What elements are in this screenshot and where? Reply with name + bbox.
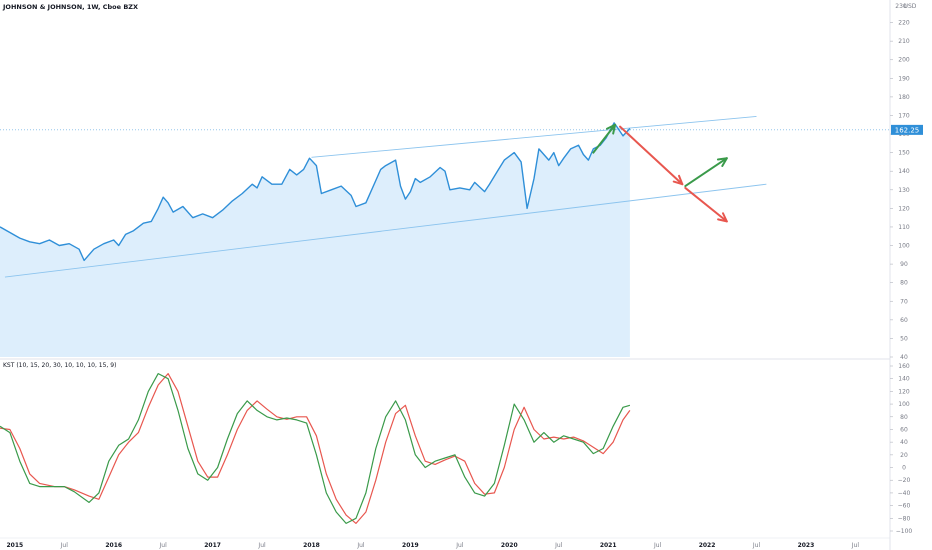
arrow-head xyxy=(672,174,684,186)
time-axis-label: Jul xyxy=(159,542,168,549)
price-tick-label: 130 xyxy=(898,187,910,194)
time-axis-label: Jul xyxy=(455,542,464,549)
price-tick-label: 100 xyxy=(898,243,910,250)
kst-tick-label: −20 xyxy=(898,477,911,484)
currency-label: USD xyxy=(904,3,917,10)
time-axis-label: 2016 xyxy=(105,542,122,549)
time-axis-label: 2015 xyxy=(6,542,23,549)
kst-tick-label: 160 xyxy=(898,363,910,370)
kst-tick-label: 140 xyxy=(898,376,910,383)
trend-channel xyxy=(4,115,767,278)
time-axis-label: Jul xyxy=(554,542,563,549)
last-price-tag xyxy=(891,124,923,135)
time-axis-label: 2020 xyxy=(501,542,518,549)
price-tick-label: 150 xyxy=(898,150,910,157)
time-axis-label: Jul xyxy=(60,542,69,549)
price-line xyxy=(0,122,631,262)
price-area xyxy=(0,122,630,358)
forecast-arrow[interactable] xyxy=(592,123,617,154)
price-tick-label: 230 xyxy=(895,3,907,10)
price-tick-label: 210 xyxy=(898,38,910,45)
time-axis-label: 2021 xyxy=(600,542,617,549)
price-tick-label: 200 xyxy=(898,57,910,64)
kst-tick-label: 20 xyxy=(900,452,908,459)
kst-tick-label: 80 xyxy=(900,414,908,421)
kst-tick-label: 0 xyxy=(902,465,906,472)
kst-tick-label: −40 xyxy=(898,490,911,497)
price-tick-label: 70 xyxy=(900,298,908,305)
chart-title: JOHNSON & JOHNSON, 1W, Cboe BZX xyxy=(2,3,138,11)
time-axis-label: 2023 xyxy=(798,542,815,549)
price-tick-label: 80 xyxy=(900,280,908,287)
price-tick-label: 220 xyxy=(898,20,910,27)
kst-tick-label: −80 xyxy=(898,515,911,522)
time-axis-label: 2017 xyxy=(204,542,221,549)
last-price-label: 162.25 xyxy=(895,126,920,134)
channel-upper-line[interactable] xyxy=(311,115,757,158)
kst-signal-line xyxy=(0,373,631,524)
kst-tick-label: 60 xyxy=(900,426,908,433)
kst-lines xyxy=(0,373,631,524)
time-axis[interactable]: 2015 Jul 2016 Jul 2017 Jul 2018 Jul 2019 Jul 2020 J… xyxy=(0,537,890,549)
arrow-head xyxy=(716,157,728,167)
time-axis-label: Jul xyxy=(851,542,860,549)
price-tick-label: 140 xyxy=(898,168,910,175)
kst-tick-label: −100 xyxy=(896,528,913,535)
price-tick-label: 110 xyxy=(898,224,910,231)
price-tick-label: 190 xyxy=(898,75,910,82)
time-axis-label: Jul xyxy=(356,542,365,549)
forecast-arrow[interactable] xyxy=(619,125,684,186)
channel-lower-line[interactable] xyxy=(4,183,767,278)
kst-line xyxy=(0,373,631,524)
kst-axis[interactable]: −100 −80 −60 −40 −20 0 20 40 60 80 100 120 140 160 xyxy=(890,363,912,535)
kst-tick-label: −60 xyxy=(898,503,911,510)
time-axis-label: 2018 xyxy=(303,542,320,549)
price-series-line xyxy=(0,122,631,262)
arrow-head xyxy=(606,123,617,135)
price-tick-label: 170 xyxy=(898,112,910,119)
arrow-head xyxy=(717,212,728,223)
time-axis-label: Jul xyxy=(752,542,761,549)
kst-tick-label: 40 xyxy=(900,439,908,446)
price-tick-label: 50 xyxy=(900,335,908,342)
price-tick-label: 60 xyxy=(900,317,908,324)
kst-tick-label: 120 xyxy=(898,388,910,395)
price-tick-label: 40 xyxy=(900,354,908,361)
forecast-arrow[interactable] xyxy=(684,186,728,223)
price-area-fill xyxy=(0,122,630,358)
price-tick-label: 180 xyxy=(898,94,910,101)
price-tick-label: 120 xyxy=(898,205,910,212)
price-tick-label: 90 xyxy=(900,261,908,268)
price-axis[interactable]: 4050607080901001101201301401501601701801… xyxy=(890,3,910,361)
time-axis-label: 2022 xyxy=(699,542,716,549)
time-axis-label: Jul xyxy=(257,542,266,549)
kst-tick-label: 100 xyxy=(898,401,910,408)
time-axis-label: 2019 xyxy=(402,542,419,549)
time-axis-label: Jul xyxy=(653,542,662,549)
forecast-arrows xyxy=(592,123,728,223)
kst-indicator-label[interactable]: KST (10, 15, 20, 30, 10, 10, 10, 15, 9) xyxy=(3,362,116,369)
forecast-arrow[interactable] xyxy=(684,157,728,188)
